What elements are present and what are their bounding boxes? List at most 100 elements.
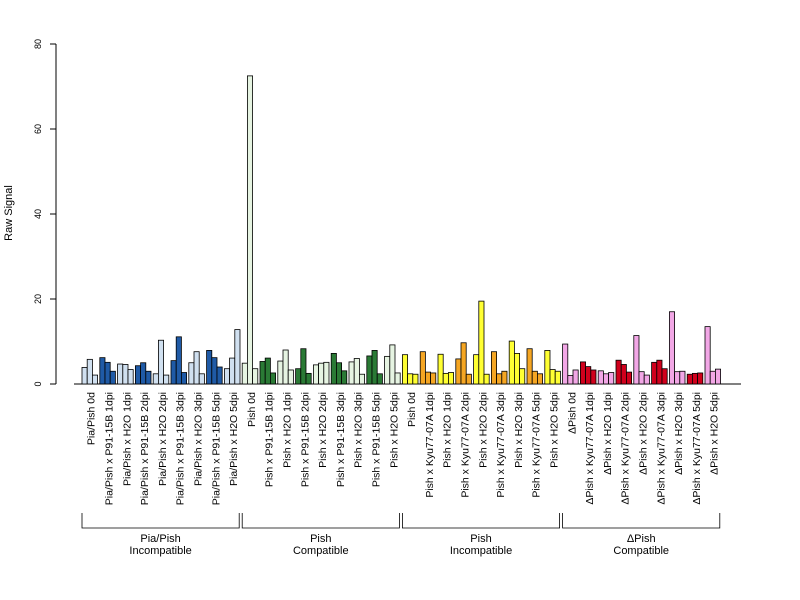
bar bbox=[615, 359, 622, 385]
bars-layer bbox=[81, 75, 722, 385]
bar bbox=[419, 351, 426, 385]
group-bracket bbox=[241, 513, 400, 529]
bar bbox=[229, 357, 236, 385]
group-label-line1: Pia/Pish bbox=[140, 533, 180, 545]
bar bbox=[305, 372, 312, 385]
group-bracket bbox=[562, 513, 721, 529]
bar bbox=[473, 354, 480, 385]
bar bbox=[424, 371, 431, 385]
bar bbox=[620, 364, 627, 385]
bar bbox=[519, 368, 526, 385]
x-tick-label: Pia/Pish 0d bbox=[86, 392, 98, 445]
bar bbox=[330, 352, 337, 385]
bar bbox=[300, 348, 307, 385]
bar bbox=[394, 372, 401, 385]
group-brackets: Pia/PishIncompatiblePishCompatiblePishIn… bbox=[81, 513, 721, 557]
x-tick-label: Pish x P91-15B 1dpi bbox=[264, 392, 276, 487]
bar bbox=[376, 373, 383, 385]
bar bbox=[312, 364, 319, 385]
bar bbox=[590, 369, 597, 385]
bar bbox=[526, 348, 533, 385]
bar bbox=[460, 342, 467, 385]
bar bbox=[127, 369, 134, 385]
y-tick-label: 0 bbox=[33, 381, 43, 386]
x-tick-label: Pia/Pish x P91-15B 2dpi bbox=[139, 392, 151, 505]
bar bbox=[246, 75, 253, 385]
bar bbox=[643, 374, 650, 385]
x-tick-label: Pish 0d bbox=[406, 392, 418, 427]
bar bbox=[175, 336, 182, 385]
bar bbox=[608, 372, 615, 385]
bar bbox=[134, 365, 141, 385]
bar bbox=[437, 353, 444, 385]
x-tick-label: Pish x H2O 2dpi bbox=[317, 392, 329, 468]
x-tick-label: Pish x H2O 5dpi bbox=[388, 392, 400, 468]
bar bbox=[603, 373, 610, 385]
x-tick-label: Pish x Kyu77-07A 2dpi bbox=[459, 392, 471, 498]
y-tick-label: 20 bbox=[33, 294, 43, 304]
bar bbox=[145, 370, 152, 385]
bar bbox=[585, 366, 592, 385]
group-label-line1: ΔPish bbox=[627, 533, 656, 545]
x-tick-label: Pish x H2O 3dpi bbox=[353, 392, 365, 468]
x-tick-label: Pish x Kyu77-07A 5dpi bbox=[531, 392, 543, 498]
bar bbox=[287, 369, 294, 385]
x-tick-label: Pish x H2O 2dpi bbox=[477, 392, 489, 468]
bar bbox=[455, 358, 462, 385]
x-tick-label: ΔPish 0d bbox=[566, 392, 578, 434]
x-tick-label: ΔPish x Kyu77-07A 5dpi bbox=[691, 392, 703, 505]
bar bbox=[223, 368, 230, 385]
bar bbox=[514, 352, 521, 385]
x-tick-label: ΔPish x H2O 5dpi bbox=[709, 392, 721, 475]
bar bbox=[412, 373, 419, 385]
bar bbox=[371, 350, 378, 385]
x-tick-label: Pia/Pish x P91-15B 5dpi bbox=[210, 392, 222, 505]
x-tick-label: Pish x P91-15B 2dpi bbox=[299, 392, 311, 487]
bar bbox=[384, 355, 391, 385]
bar bbox=[572, 369, 579, 385]
x-tick-label: ΔPish x Kyu77-07A 2dpi bbox=[620, 392, 632, 505]
bar bbox=[549, 369, 556, 385]
bar bbox=[104, 361, 111, 385]
bar bbox=[633, 335, 640, 385]
x-tick-label: Pish 0d bbox=[246, 392, 258, 427]
bar bbox=[358, 373, 365, 385]
x-tick-label: Pia/Pish x P91-15B 3dpi bbox=[175, 392, 187, 505]
bar bbox=[465, 373, 472, 385]
bar bbox=[269, 372, 276, 385]
x-tick-label: Pia/Pish x H2O 2dpi bbox=[157, 392, 169, 486]
bar bbox=[692, 372, 699, 385]
x-tick-label: Pish x P91-15B 5dpi bbox=[370, 392, 382, 487]
group-bracket bbox=[402, 513, 560, 529]
bar bbox=[544, 350, 551, 385]
bar bbox=[483, 373, 490, 385]
bar bbox=[295, 368, 302, 385]
x-tick-label: ΔPish x H2O 2dpi bbox=[637, 392, 649, 475]
bar bbox=[430, 372, 437, 385]
bar bbox=[537, 373, 544, 385]
group-bracket bbox=[81, 513, 240, 529]
bar bbox=[140, 362, 147, 385]
bar bbox=[531, 370, 538, 385]
bar bbox=[501, 370, 508, 385]
bar bbox=[679, 370, 686, 385]
bar bbox=[99, 357, 106, 385]
x-tick-label: ΔPish x H2O 3dpi bbox=[673, 392, 685, 475]
bar bbox=[109, 370, 116, 385]
bar bbox=[163, 374, 170, 385]
x-tick-label: Pish x Kyu77-07A 3dpi bbox=[495, 392, 507, 498]
group-label-line2: Incompatible bbox=[129, 545, 191, 557]
bar bbox=[626, 371, 633, 385]
x-tick-label: Pish x Kyu77-07A 1dpi bbox=[424, 392, 436, 498]
bar bbox=[198, 373, 205, 385]
bar bbox=[335, 362, 342, 385]
bar bbox=[282, 349, 289, 385]
group-label-line2: Compatible bbox=[293, 545, 349, 557]
bar bbox=[567, 375, 574, 385]
bar bbox=[638, 371, 645, 385]
bar bbox=[401, 354, 408, 385]
bar bbox=[241, 362, 248, 385]
bar bbox=[597, 370, 604, 385]
bar bbox=[366, 355, 373, 385]
